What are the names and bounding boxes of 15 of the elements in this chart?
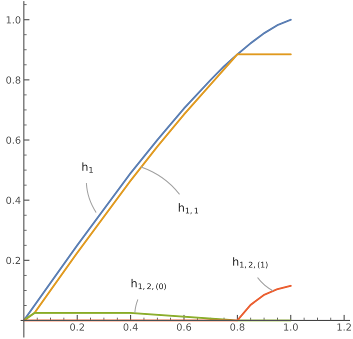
x-tick-label: 0.6 [176, 323, 192, 331]
annotation: h$_{1}$ [82, 162, 93, 173]
x-tick-label: 0.2 [70, 323, 84, 331]
y-tick-label: 0.8 [6, 76, 20, 84]
annotation: h$_{1,2,(0)}$ [132, 278, 166, 290]
y-tick-label: 0.2 [6, 256, 20, 264]
y-tick-label: 0.4 [6, 196, 21, 204]
annotation: h$_{1,1}$ [178, 203, 198, 214]
x-tick-label: 1.2 [337, 323, 351, 331]
annotation: h$_{1,2,(1)}$ [233, 257, 268, 269]
x-tick-label: 0.8 [230, 323, 244, 331]
y-tick-label: 1.0 [6, 16, 20, 24]
y-tick-label: 0.6 [6, 136, 20, 144]
x-tick-label: 0.4 [124, 323, 138, 331]
x-tick-label: 1.0 [284, 323, 298, 331]
